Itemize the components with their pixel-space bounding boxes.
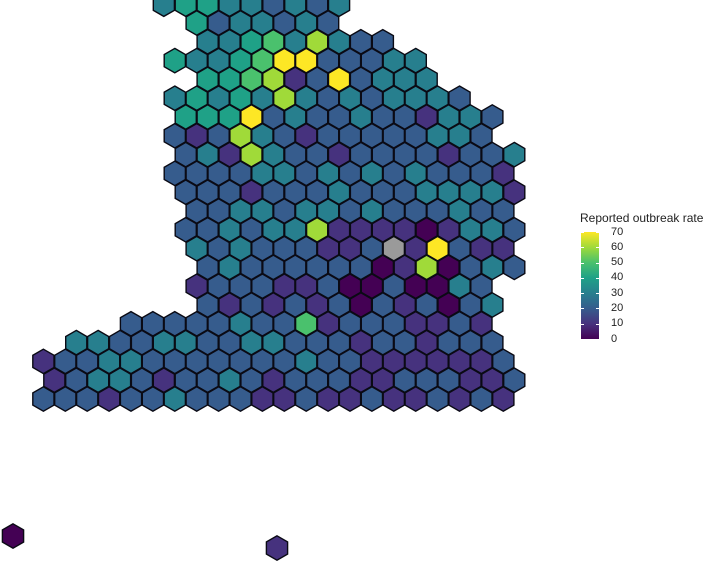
region-hex: [163, 47, 187, 74]
legend-title: Reported outbreak rate: [580, 211, 704, 225]
legend-tick-label: 0: [611, 332, 618, 345]
legend-tick-label: 60: [611, 240, 624, 253]
legend-tick-mark: [581, 324, 584, 325]
legend-tick-mark: [581, 308, 584, 309]
region-hex-isolated: [1, 522, 25, 550]
legend-tick-mark: [581, 278, 584, 279]
region-hex: [251, 385, 274, 413]
legend-colorbar: [581, 232, 599, 339]
region-hex: [119, 385, 143, 413]
region-hex: [185, 385, 209, 413]
legend-tick-label: 10: [611, 317, 624, 330]
region-hex: [207, 385, 230, 413]
legend-tick-mark: [596, 308, 599, 309]
region-hex: [492, 385, 515, 413]
legend-tick-mark: [596, 324, 599, 325]
legend-tick-label: 40: [611, 271, 624, 284]
legend-tick-mark: [596, 247, 599, 248]
region-hex: [360, 385, 384, 413]
region-hex: [338, 385, 362, 413]
region-hex: [382, 385, 406, 413]
region-hex: [404, 385, 427, 413]
region-hex: [97, 385, 121, 413]
legend: Reported outbreak rate 70 60 50 40 30 20 10 0: [580, 211, 705, 344]
region-hex: [294, 385, 318, 413]
legend-tick-label: 50: [611, 256, 624, 269]
legend-tick-mark: [581, 293, 584, 294]
region-hex: [273, 385, 296, 413]
legend-tick-mark: [581, 232, 584, 233]
legend-tick-mark: [581, 247, 584, 248]
region-hex: [32, 385, 55, 413]
region-hex: [316, 385, 340, 413]
legend-tick-label: 70: [611, 225, 624, 238]
legend-tick-mark: [596, 263, 599, 264]
region-hex: [503, 254, 526, 281]
region-hex: [426, 385, 449, 413]
legend-tick-mark: [581, 263, 584, 264]
region-hex: [163, 385, 187, 413]
legend-tick-mark: [596, 339, 599, 340]
region-hex: [54, 385, 77, 413]
legend-tick-label: 20: [611, 301, 624, 314]
region-hex: [141, 385, 165, 413]
legend-tick-mark: [581, 339, 584, 340]
region-hex: [448, 385, 471, 413]
legend-tick-mark: [596, 232, 599, 233]
region-hex-isolated: [265, 534, 289, 561]
region-hex: [229, 385, 252, 413]
region-hex: [152, 0, 176, 18]
legend-tick-mark: [596, 293, 599, 294]
legend-tick-mark: [596, 278, 599, 279]
region-hex: [470, 385, 493, 413]
region-hex: [75, 385, 99, 413]
legend-tick-label: 30: [611, 286, 624, 299]
